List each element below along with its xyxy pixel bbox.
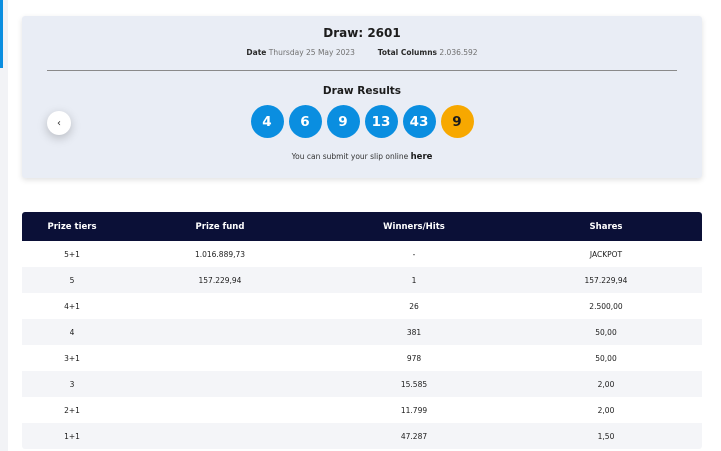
table-row: 2+1 11.799 2,00	[22, 397, 702, 423]
number-ball: 9	[326, 105, 360, 138]
winners-cell: 11.799	[318, 397, 510, 423]
shares-cell: 2,00	[510, 397, 702, 423]
winners-cell: -	[318, 241, 510, 267]
tier-cell: 3	[22, 371, 122, 397]
fund-cell	[122, 397, 318, 423]
draw-meta: Date Thursday 25 May 2023 Total Columns …	[22, 48, 702, 57]
shares-cell: 157.229,94	[510, 267, 702, 293]
submit-text: You can submit your slip online	[291, 152, 409, 161]
date-label: Date	[246, 48, 267, 57]
fund-cell: 157.229,94	[122, 267, 318, 293]
number-ball: 4	[250, 105, 284, 138]
shares-cell: 1,50	[510, 423, 702, 449]
winners-cell: 381	[318, 319, 510, 345]
table-header-row: Prize tiers Prize fund Winners/Hits Shar…	[22, 212, 702, 241]
tier-cell: 2+1	[22, 397, 122, 423]
previous-draw-button[interactable]: ‹	[47, 111, 71, 135]
header-prize-tiers: Prize tiers	[22, 212, 122, 241]
page: Draw: 2601 Date Thursday 25 May 2023 Tot…	[8, 0, 721, 451]
number-ball: 13	[364, 105, 398, 138]
draw-title: Draw: 2601	[323, 26, 401, 40]
draw-results-title: Draw Results	[322, 85, 402, 97]
tier-cell: 5	[22, 267, 122, 293]
tier-cell: 5+1	[22, 241, 122, 267]
fund-cell	[122, 371, 318, 397]
header-winners-hits: Winners/Hits	[318, 212, 510, 241]
header-shares: Shares	[510, 212, 702, 241]
draw-card: Draw: 2601 Date Thursday 25 May 2023 Tot…	[22, 16, 702, 178]
winners-cell: 15.585	[318, 371, 510, 397]
fund-cell	[122, 423, 318, 449]
table-row: 5 157.229,94 1 157.229,94	[22, 267, 702, 293]
left-accent-bar	[0, 0, 3, 68]
fund-cell	[122, 345, 318, 371]
prize-table: Prize tiers Prize fund Winners/Hits Shar…	[22, 212, 702, 449]
bonus-ball: 9	[440, 105, 474, 138]
date-value: Thursday 25 May 2023	[268, 48, 355, 57]
submit-here-link[interactable]: here	[410, 152, 433, 162]
winners-cell: 1	[318, 267, 510, 293]
winners-cell: 47.287	[318, 423, 510, 449]
shares-cell: 2,00	[510, 371, 702, 397]
table-row: 4+1 26 2.500,00	[22, 293, 702, 319]
shares-cell: 50,00	[510, 345, 702, 371]
table-row: 3+1 978 50,00	[22, 345, 702, 371]
winners-cell: 26	[318, 293, 510, 319]
table-row: 4 381 50,00	[22, 319, 702, 345]
chevron-left-icon: ‹	[57, 117, 61, 129]
shares-cell: 50,00	[510, 319, 702, 345]
table-row: 3 15.585 2,00	[22, 371, 702, 397]
number-ball: 43	[402, 105, 436, 138]
winners-cell: 978	[318, 345, 510, 371]
fund-cell	[122, 293, 318, 319]
submit-note: You can submit your slip online here	[22, 152, 702, 162]
number-ball: 6	[288, 105, 322, 138]
table-row: 1+1 47.287 1,50	[22, 423, 702, 449]
total-columns-label: Total Columns	[377, 48, 438, 57]
divider	[47, 70, 677, 71]
tier-cell: 4	[22, 319, 122, 345]
fund-cell: 1.016.889,73	[122, 241, 318, 267]
fund-cell	[122, 319, 318, 345]
tier-cell: 4+1	[22, 293, 122, 319]
shares-cell: 2.500,00	[510, 293, 702, 319]
draw-numbers: 4 6 9 13 43 9	[22, 105, 702, 138]
tier-cell: 3+1	[22, 345, 122, 371]
shares-cell: JACKPOT	[510, 241, 702, 267]
total-columns-value: 2.036.592	[439, 48, 478, 57]
tier-cell: 1+1	[22, 423, 122, 449]
table-row: 5+1 1.016.889,73 - JACKPOT	[22, 241, 702, 267]
header-prize-fund: Prize fund	[122, 212, 318, 241]
